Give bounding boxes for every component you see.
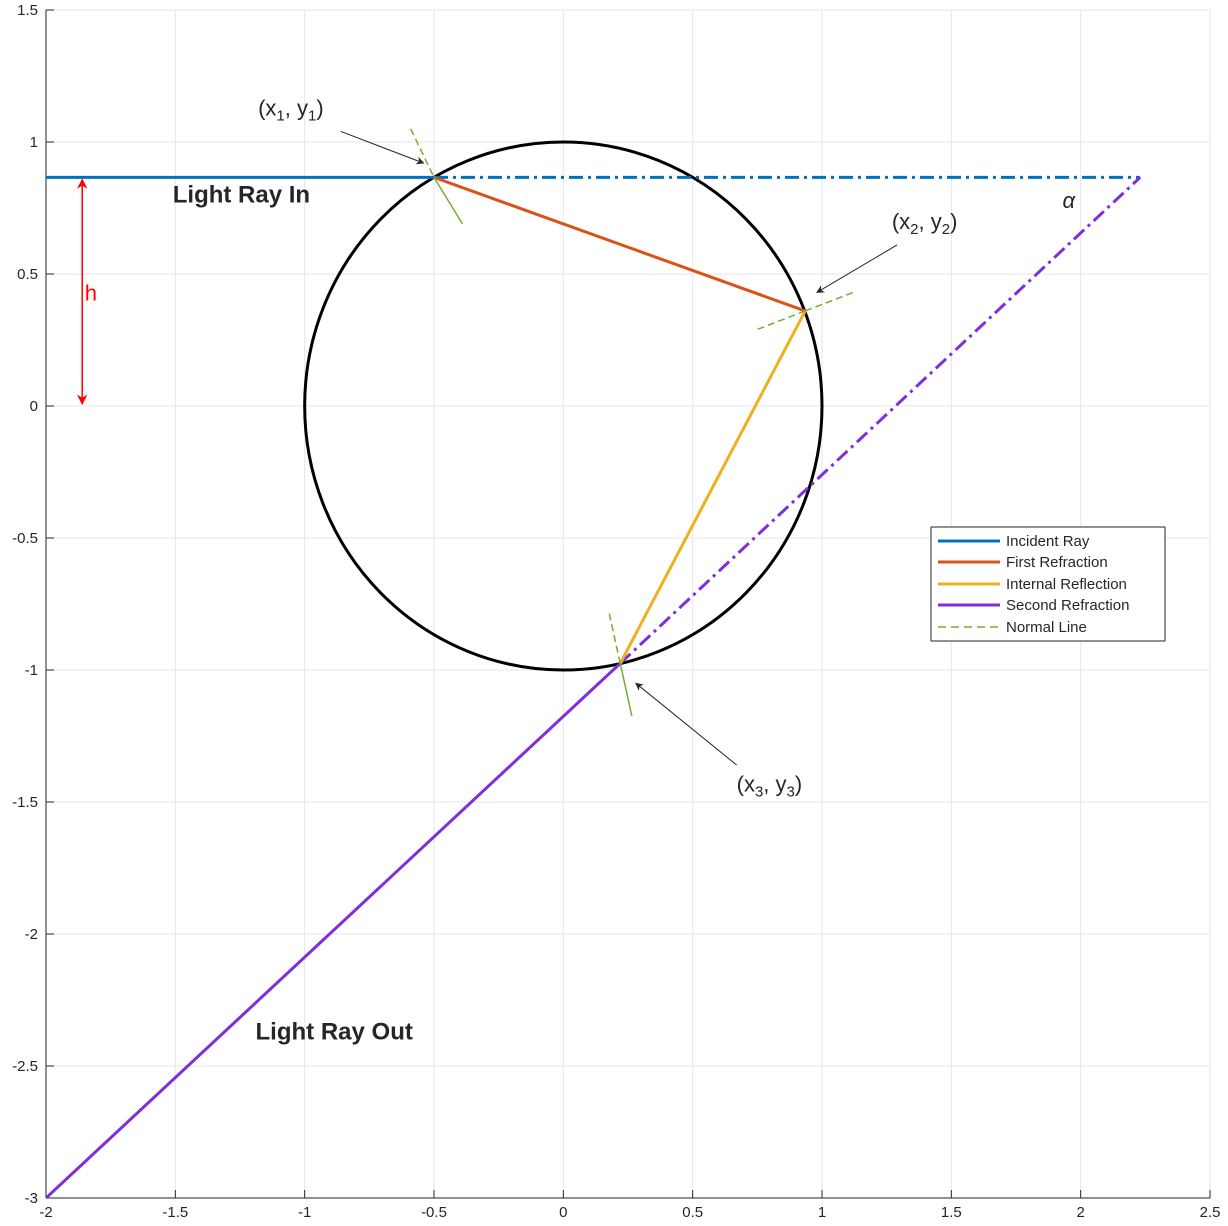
- x-tick-label-4: 0: [559, 1204, 567, 1221]
- legend: Incident Ray First Refraction Internal R…: [930, 526, 1166, 642]
- label-point-2-part-1: 2: [910, 221, 918, 238]
- label-point-3-part-0: (x: [737, 771, 755, 796]
- label-h: h: [85, 280, 97, 305]
- ray-extension-1: [619, 176, 1142, 665]
- label-point-3-part-1: 3: [755, 783, 763, 800]
- normal-line-0: [410, 128, 435, 178]
- label-point-2-part-4: ): [950, 209, 957, 234]
- series-second-refraction: [46, 662, 622, 1198]
- label-light-ray-in: Light Ray In: [173, 182, 310, 209]
- x-tick-label-3: -0.5: [421, 1204, 447, 1221]
- y-tick-label-3: -1.5: [12, 794, 38, 811]
- x-tick-label-2: -1: [298, 1204, 311, 1221]
- data-layer: [46, 128, 1142, 1198]
- axes: -2 -1.5 -1 -0.5 0 0.5 1 1.5 2 2.5 -3 -2.5 -2 -1.5 -1 -0…: [12, 2, 1220, 1221]
- label-point-2: (x2, y2): [892, 209, 958, 238]
- legend-normal-line: Normal Line: [1006, 619, 1087, 636]
- normal-line-4: [607, 610, 621, 664]
- normal-line-2: [804, 291, 854, 312]
- y-tick-label-6: 0: [30, 398, 38, 415]
- x-tick-label-8: 2: [1076, 1204, 1084, 1221]
- label-point-1-part-2: , y: [285, 96, 308, 121]
- circle-drop: [303, 140, 824, 672]
- x-tick-label-6: 1: [818, 1204, 826, 1221]
- label-point-1: (x1, y1): [258, 96, 324, 125]
- label-point-3-part-4: ): [795, 771, 802, 796]
- label-point-1-part-3: 1: [308, 108, 316, 125]
- label-point-2-part-0: (x: [892, 209, 910, 234]
- label-point-2-part-3: 2: [942, 221, 950, 238]
- normal-line-3: [757, 310, 806, 331]
- label-light-ray-out: Light Ray Out: [256, 1019, 413, 1046]
- x-tick-label-7: 1.5: [941, 1204, 962, 1221]
- y-tick-label-2: -2: [25, 926, 38, 943]
- y-tick-label-1: -2.5: [12, 1058, 38, 1075]
- y-tick-label-7: 0.5: [17, 266, 38, 283]
- x-tick-label-5: 0.5: [682, 1204, 703, 1221]
- label-alpha: α: [1063, 188, 1077, 213]
- arrow-point-3: [635, 682, 737, 766]
- series-first-refraction: [433, 175, 806, 313]
- y-tick-label-4: -1: [25, 662, 38, 679]
- label-point-3-part-2: , y: [763, 771, 786, 796]
- arrow-point-2: [816, 244, 898, 293]
- normal-line-1: [433, 176, 464, 225]
- series-internal-reflection: [618, 310, 807, 665]
- y-tick-label-8: 1: [30, 134, 38, 151]
- label-point-1-part-1: 1: [276, 108, 284, 125]
- legend-internal-reflection: Internal Reflection: [1006, 576, 1127, 593]
- y-tick-label-5: -0.5: [12, 530, 38, 547]
- x-tick-label-1: -1.5: [162, 1204, 188, 1221]
- label-point-2-part-2: , y: [919, 209, 942, 234]
- label-point-3-part-3: 3: [787, 783, 795, 800]
- y-tick-label-9: 1.5: [17, 2, 38, 19]
- x-tick-label-9: 2.5: [1200, 1204, 1221, 1221]
- label-point-3: (x3, y3): [737, 771, 803, 800]
- y-tick-label-0: -3: [25, 1190, 38, 1207]
- label-point-1-part-0: (x: [258, 96, 276, 121]
- legend-first-refraction: First Refraction: [1006, 554, 1108, 571]
- x-tick-label-0: -2: [39, 1204, 52, 1221]
- legend-second-refraction: Second Refraction: [1006, 597, 1129, 614]
- normal-line-5: [619, 663, 633, 717]
- arrow-point-1: [340, 130, 425, 165]
- legend-incident-ray: Incident Ray: [1006, 533, 1090, 550]
- label-point-1-part-4: ): [316, 96, 323, 121]
